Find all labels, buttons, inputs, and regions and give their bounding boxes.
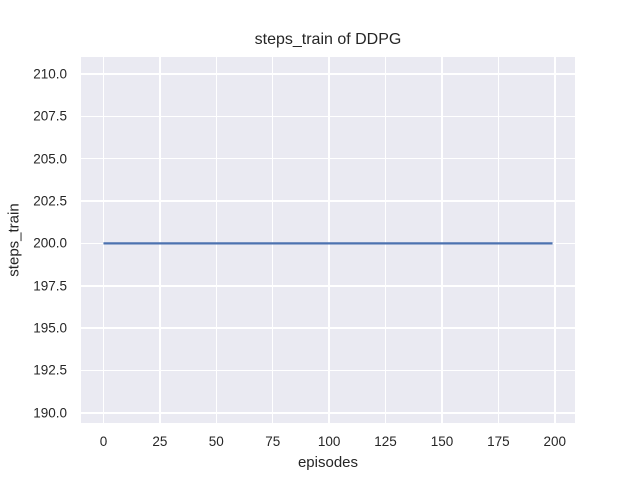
- x-gridline: [271, 57, 274, 423]
- x-gridline: [554, 57, 556, 423]
- x-tick-label: 150: [430, 434, 454, 449]
- x-tick-label: 75: [265, 434, 281, 449]
- x-axis-label: episodes: [297, 454, 359, 471]
- y-tick-label: 200.0: [33, 235, 67, 251]
- y-tick-label: 197.5: [33, 278, 67, 294]
- x-gridline: [441, 57, 443, 423]
- y-gridline: [81, 412, 575, 414]
- x-gridline: [497, 57, 500, 423]
- y-axis-label: steps_train: [5, 203, 23, 277]
- x-tick-label: 100: [317, 434, 341, 449]
- x-gridline: [159, 57, 161, 423]
- y-gridline: [81, 369, 575, 372]
- x-gridline: [384, 57, 387, 423]
- x-tick-label: 125: [374, 434, 397, 449]
- x-gridline: [102, 57, 105, 423]
- y-gridline: [81, 200, 575, 202]
- y-tick-label: 210.0: [33, 66, 67, 82]
- y-gridline: [81, 327, 575, 329]
- y-gridline: [81, 157, 575, 160]
- x-tick-label: 25: [152, 434, 168, 449]
- y-tick-label: 190.0: [33, 405, 67, 421]
- y-tick-label: 202.5: [33, 193, 67, 209]
- x-gridline: [328, 57, 330, 423]
- plot-area: 0 25 50 75 100 125 150 175 200 190.0 192.5 195.0 197…: [33, 57, 575, 449]
- series-layer: [103, 242, 553, 245]
- y-gridline: [81, 285, 575, 287]
- y-gridline: [81, 73, 575, 75]
- x-tick-label: 50: [208, 434, 224, 449]
- x-tick-label: 175: [487, 434, 510, 449]
- y-tick-label: 192.5: [33, 362, 67, 378]
- y-tick-label: 205.0: [33, 151, 67, 167]
- x-gridline: [215, 57, 218, 423]
- x-tick-label: 0: [99, 434, 108, 449]
- y-tick-label: 207.5: [33, 108, 67, 124]
- y-gridline: [81, 115, 575, 118]
- y-tick-label: 195.0: [33, 320, 67, 336]
- x-tick-label: 200: [543, 434, 567, 449]
- chart-title: steps_train of DDPG: [254, 31, 402, 48]
